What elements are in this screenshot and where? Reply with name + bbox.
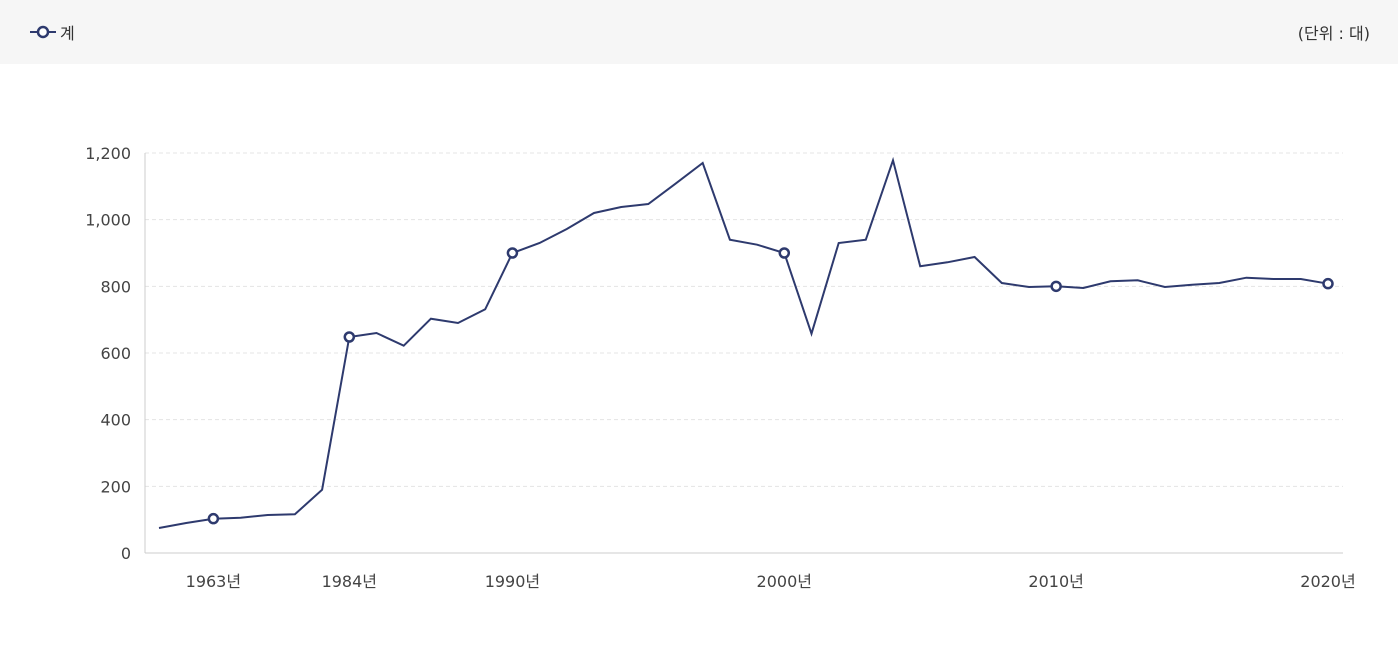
- legend-label: 계: [60, 24, 75, 43]
- y-tick-label: 600: [100, 344, 131, 363]
- chart-header: [0, 0, 1398, 64]
- y-tick-label: 1,000: [85, 211, 131, 230]
- y-tick-label: 200: [100, 477, 131, 496]
- x-tick-label: 1963년: [186, 572, 241, 591]
- y-tick-label: 800: [100, 277, 131, 296]
- y-tick-label: 0: [121, 544, 131, 563]
- data-point-marker: [1050, 280, 1062, 293]
- unit-label: (단위 : 대): [1297, 24, 1370, 43]
- legend-marker-icon: [30, 25, 56, 39]
- data-point-marker: [207, 512, 220, 525]
- y-tick-label: 1,200: [85, 144, 131, 163]
- x-tick-label: 1984년: [322, 572, 377, 591]
- x-tick-label: 1990년: [485, 572, 540, 591]
- y-tick-label: 400: [100, 411, 131, 430]
- data-point-marker: [1322, 277, 1334, 290]
- data-point-marker: [343, 331, 356, 343]
- x-tick-label: 2010년: [1028, 572, 1083, 591]
- data-point-marker: [778, 247, 791, 259]
- x-tick-label: 2020년: [1300, 572, 1355, 591]
- data-point-marker: [506, 247, 519, 259]
- series-line: [158, 156, 1329, 529]
- x-tick-label: 2000년: [757, 572, 812, 591]
- legend[interactable]: 계: [30, 20, 75, 44]
